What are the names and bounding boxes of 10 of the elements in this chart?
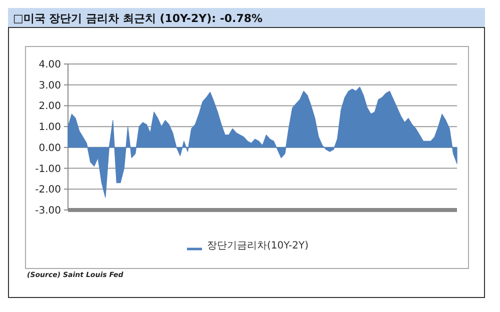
chart-title: □미국 장단기 금리차 최근치 (10Y-2Y): -0.78% <box>13 12 263 25</box>
y-tick-label: 1.00 <box>38 122 61 134</box>
y-tick-label: -3.00 <box>35 206 61 216</box>
legend-label: 장단기금리차(10Y-2Y) <box>207 240 309 252</box>
y-tick-label: -1.00 <box>35 164 61 175</box>
y-tick-label: 3.00 <box>38 80 61 92</box>
y-tick-label: 0.00 <box>38 142 61 154</box>
y-tick-label: -2.00 <box>35 184 61 196</box>
y-tick-label: 2.00 <box>38 101 61 112</box>
y-tick-label: 4.00 <box>38 60 61 70</box>
